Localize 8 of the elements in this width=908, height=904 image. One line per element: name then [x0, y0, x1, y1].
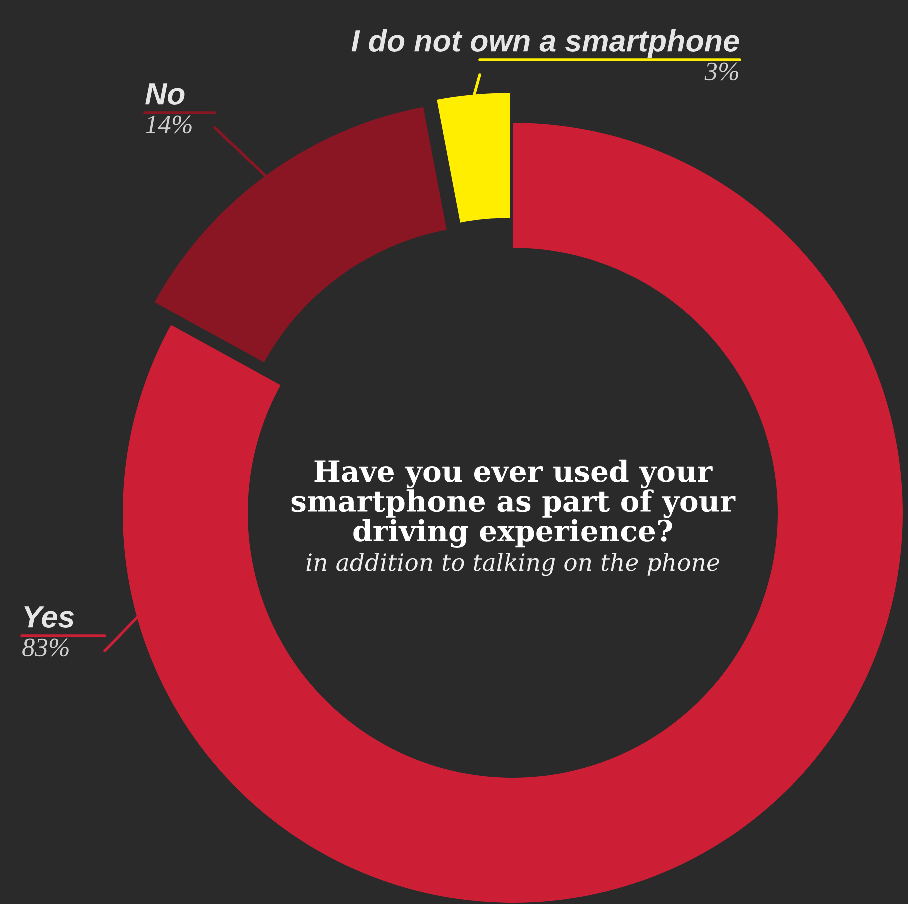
slice-label: No: [146, 84, 185, 105]
data-label: 14%: [146, 116, 192, 134]
data-label: 83%: [22, 638, 69, 657]
legend-label: Yes: [24, 606, 74, 628]
data-label: 3%: [704, 62, 738, 81]
slice-label: I do not own a smartphone: [352, 30, 740, 58]
text: in addition to talking on the phone: [306, 553, 720, 576]
text: Have you ever used your smartphone as part of your driving experience?: [292, 460, 736, 548]
